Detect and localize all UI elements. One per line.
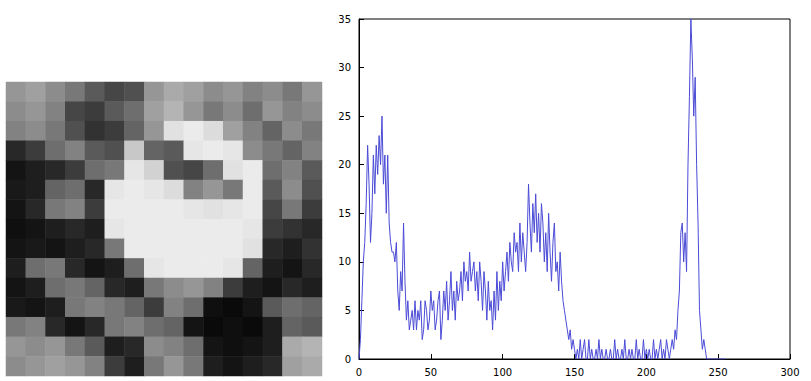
svg-text:0: 0	[356, 367, 362, 378]
svg-text:0: 0	[345, 354, 351, 365]
svg-text:50: 50	[424, 367, 437, 378]
svg-text:30: 30	[338, 62, 351, 73]
svg-text:200: 200	[637, 367, 656, 378]
svg-text:100: 100	[493, 367, 512, 378]
svg-text:15: 15	[338, 208, 351, 219]
svg-text:150: 150	[565, 367, 584, 378]
svg-text:5: 5	[345, 305, 351, 316]
svg-text:20: 20	[338, 159, 351, 170]
svg-text:250: 250	[709, 367, 728, 378]
svg-text:25: 25	[338, 111, 351, 122]
svg-text:35: 35	[338, 14, 351, 25]
svg-text:10: 10	[338, 256, 351, 267]
svg-text:300: 300	[780, 367, 799, 378]
